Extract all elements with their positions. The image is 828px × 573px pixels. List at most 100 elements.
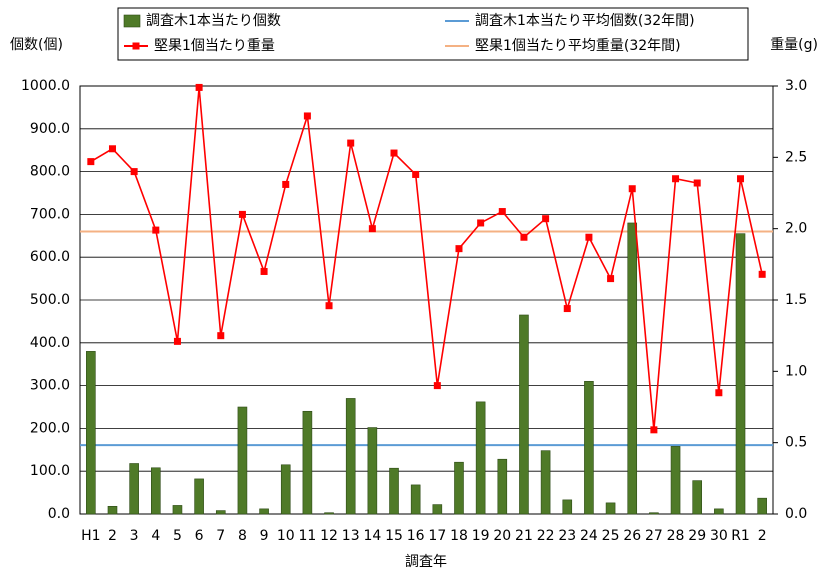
marker bbox=[607, 275, 615, 283]
y-tick-label: 900.0 bbox=[30, 121, 70, 137]
marker bbox=[542, 215, 550, 223]
bar bbox=[302, 410, 313, 515]
legend-swatch bbox=[123, 14, 141, 28]
marker bbox=[563, 305, 571, 313]
bar bbox=[605, 502, 616, 515]
bar bbox=[432, 504, 443, 515]
y-tick-label: 300.0 bbox=[30, 378, 70, 394]
x-tick-label: 10 bbox=[277, 528, 295, 544]
marker bbox=[477, 219, 485, 227]
marker bbox=[693, 179, 701, 187]
x-tick-label: 13 bbox=[342, 528, 360, 544]
bar bbox=[389, 467, 399, 515]
legend-marker bbox=[132, 42, 140, 50]
marker bbox=[108, 145, 116, 153]
marker bbox=[173, 337, 181, 345]
x-tick-label: 22 bbox=[537, 528, 555, 544]
bar bbox=[215, 510, 226, 515]
marker bbox=[412, 170, 420, 178]
legend-box bbox=[117, 7, 749, 61]
x-tick-label: 8 bbox=[238, 528, 247, 544]
x-tick-label: 15 bbox=[385, 528, 403, 544]
marker bbox=[325, 302, 333, 310]
legend-label: 調査木1本当たり個数 bbox=[146, 13, 281, 29]
bar bbox=[410, 484, 421, 515]
bar bbox=[237, 406, 248, 515]
x-tick-label: 29 bbox=[688, 528, 706, 544]
marker bbox=[585, 233, 593, 241]
marker bbox=[628, 185, 636, 193]
bar bbox=[692, 480, 703, 515]
x-tick-label: H1 bbox=[81, 528, 100, 544]
x-tick-label: 5 bbox=[173, 528, 182, 544]
x-tick-label: 27 bbox=[645, 528, 663, 544]
bar bbox=[172, 505, 183, 515]
marker bbox=[195, 83, 203, 91]
marker bbox=[520, 233, 528, 241]
x-axis-title: 調査年 bbox=[405, 554, 447, 570]
y2-tick-label: 0.0 bbox=[785, 506, 807, 522]
legend-label: 調査木1本当たり平均個数(32年間) bbox=[475, 13, 695, 29]
marker bbox=[238, 210, 246, 218]
marker bbox=[303, 112, 311, 120]
x-tick-label: 6 bbox=[195, 528, 204, 544]
y2-tick-label: 2.0 bbox=[785, 221, 807, 237]
bar bbox=[584, 381, 594, 515]
x-tick-label: 12 bbox=[320, 528, 338, 544]
bar bbox=[129, 463, 139, 515]
marker bbox=[650, 426, 658, 434]
bar bbox=[280, 464, 291, 515]
x-tick-label: 11 bbox=[298, 528, 316, 544]
x-tick-label: R1 bbox=[731, 528, 750, 544]
bar bbox=[735, 233, 746, 515]
x-tick-label: 4 bbox=[151, 528, 160, 544]
bar bbox=[649, 512, 659, 515]
x-tick-label: 2 bbox=[108, 528, 117, 544]
x-tick-label: 7 bbox=[216, 528, 225, 544]
bar bbox=[367, 427, 378, 515]
marker bbox=[152, 226, 160, 234]
bar bbox=[454, 461, 464, 515]
marker bbox=[130, 168, 138, 176]
x-tick-label: 28 bbox=[667, 528, 685, 544]
y-tick-label: 100.0 bbox=[30, 463, 70, 479]
marker bbox=[455, 245, 463, 253]
marker bbox=[758, 270, 766, 278]
y2-axis-title: 重量(g) bbox=[770, 37, 818, 53]
y-axis-title: 個数(個) bbox=[10, 37, 63, 53]
x-tick-label: 25 bbox=[602, 528, 620, 544]
x-tick-label: 17 bbox=[428, 528, 446, 544]
x-tick-label: 21 bbox=[515, 528, 533, 544]
y-tick-label: 1000.0 bbox=[21, 78, 70, 94]
x-tick-label: 26 bbox=[623, 528, 641, 544]
x-tick-label: 16 bbox=[407, 528, 425, 544]
legend-label: 堅果1個当たり重量 bbox=[154, 38, 275, 54]
x-tick-label: 18 bbox=[450, 528, 468, 544]
bar bbox=[150, 467, 161, 515]
bar bbox=[714, 508, 724, 515]
bar bbox=[86, 351, 96, 515]
marker bbox=[498, 208, 506, 216]
bar bbox=[259, 508, 269, 515]
bar bbox=[670, 446, 681, 515]
bar bbox=[757, 497, 767, 515]
marker bbox=[282, 180, 290, 188]
x-tick-label: 23 bbox=[558, 528, 576, 544]
x-tick-label: 3 bbox=[130, 528, 139, 544]
bar bbox=[107, 505, 118, 515]
y-tick-label: 500.0 bbox=[30, 292, 70, 308]
marker bbox=[715, 389, 723, 397]
plot-frame bbox=[79, 85, 774, 515]
x-tick-label: 20 bbox=[493, 528, 511, 544]
x-tick-label: 2 bbox=[758, 528, 767, 544]
bar bbox=[497, 458, 508, 515]
x-tick-label: 30 bbox=[710, 528, 728, 544]
legend-label: 堅果1個当たり平均重量(32年間) bbox=[475, 38, 681, 54]
marker bbox=[260, 267, 268, 275]
y-tick-label: 800.0 bbox=[30, 164, 70, 180]
x-tick-label: 19 bbox=[472, 528, 490, 544]
bar bbox=[324, 512, 334, 515]
x-tick-label: 14 bbox=[363, 528, 381, 544]
line bbox=[90, 87, 763, 430]
